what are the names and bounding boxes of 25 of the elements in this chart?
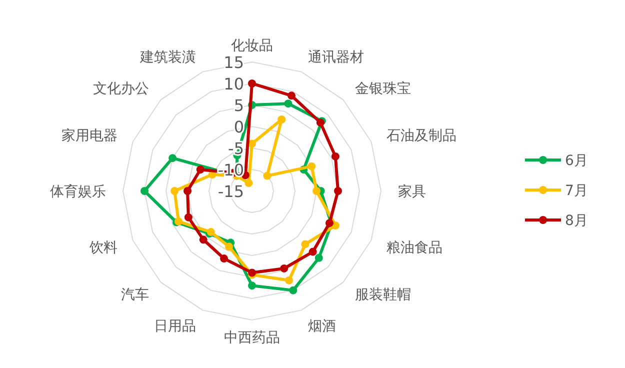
spoke-label: 金银珠宝 <box>355 80 412 97</box>
spoke-label: 烟酒 <box>308 318 336 335</box>
legend-label: 6月 <box>565 153 588 169</box>
y-tick-label: 15 <box>224 53 244 72</box>
y-tick-label: 0 <box>234 118 244 136</box>
y-tick-label: 10 <box>224 74 244 94</box>
spoke-label: 日用品 <box>154 318 196 335</box>
spoke-label: 服装鞋帽 <box>355 287 412 304</box>
spoke-label: 家具 <box>398 184 426 200</box>
y-tick-label: -10 <box>218 160 244 180</box>
y-tick-label: 5 <box>234 96 244 115</box>
spoke-label: 汽车 <box>120 287 149 304</box>
spoke-label: 石油及制品 <box>386 128 457 144</box>
spoke-label: 中西药品 <box>224 330 280 346</box>
spoke-label: 家用电器 <box>61 128 118 144</box>
spoke-label: 建筑装潢 <box>139 49 196 66</box>
spoke-label: 通讯器材 <box>308 49 364 66</box>
legend-label: 8月 <box>565 213 588 229</box>
y-tick-label: -15 <box>218 182 244 201</box>
spoke-label: 粮油食品 <box>386 240 443 256</box>
spoke-label: 文化办公 <box>92 80 149 97</box>
spoke-label: 饮料 <box>88 240 118 256</box>
spoke-label: 化妆品 <box>231 38 273 54</box>
spoke-label: 体育娱乐 <box>50 183 106 200</box>
legend-label: 7月 <box>565 183 588 199</box>
